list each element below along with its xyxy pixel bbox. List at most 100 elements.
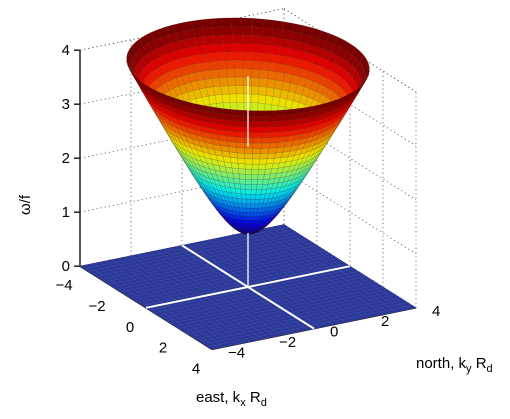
surface-patch [252, 148, 261, 154]
surface-patch [223, 43, 234, 53]
surface-patch [264, 95, 274, 105]
surface-patch [235, 188, 242, 195]
surface-patch [221, 26, 233, 36]
surface-patch [251, 169, 259, 175]
surface-patch [236, 152, 246, 159]
surface-patch [249, 216, 254, 221]
surface-patch [246, 216, 250, 221]
surface-patch [203, 35, 215, 46]
surface-patch [212, 35, 224, 45]
z-tick-label: 4 [62, 42, 70, 59]
surface-patch [268, 142, 279, 149]
surface-patch [211, 26, 223, 36]
surface-patch [260, 148, 270, 154]
surface-patch [234, 131, 245, 138]
surface-patch [258, 86, 267, 96]
surface-patch [339, 58, 349, 71]
surface-patch [254, 198, 261, 204]
surface-patch [271, 126, 282, 133]
surface-patch [234, 183, 241, 190]
surface-patch [222, 34, 234, 44]
surface-patch [258, 77, 268, 88]
surface-patch [250, 184, 258, 190]
surface-patch [251, 77, 260, 87]
surface-patch [252, 18, 264, 28]
x-tick-label: 2 [159, 340, 167, 357]
surface-patch [266, 78, 276, 89]
surface-patch [260, 142, 270, 149]
surface-patch [233, 114, 245, 122]
surface-patch [249, 223, 253, 228]
surface-patch [221, 93, 231, 103]
surface-patch [290, 74, 300, 86]
surface-patch [237, 202, 243, 208]
surface-patch [246, 212, 251, 217]
surface-patch [340, 39, 351, 52]
y-tick-label: 2 [381, 313, 389, 330]
surface-patch [200, 18, 213, 29]
x-tick-label: 0 [126, 319, 134, 336]
surface-patch [227, 85, 237, 95]
surface-patch [334, 95, 346, 106]
surface-patch [235, 77, 244, 86]
surface-patch [258, 158, 268, 165]
surface-patch [270, 131, 281, 138]
surface-patch [258, 163, 267, 170]
surface-patch [245, 174, 252, 180]
surface-patch [251, 174, 259, 180]
surface-patch [273, 115, 285, 122]
surface-patch [256, 179, 264, 185]
surface-patch [246, 203, 251, 209]
surface-patch [271, 28, 283, 39]
surface-patch [311, 103, 323, 112]
surface-patch [306, 70, 317, 82]
surface-patch [202, 27, 214, 37]
surface-patch [241, 17, 253, 28]
surface-patch [263, 115, 275, 122]
z-tick-label: 3 [62, 96, 70, 113]
surface-patch [236, 93, 245, 103]
surface-patch [222, 108, 234, 116]
surface-patch [229, 157, 239, 164]
surface-patch [245, 198, 251, 204]
y-tick-label: 4 [432, 303, 440, 320]
surface-patch [228, 93, 238, 103]
surface-patch [232, 43, 243, 53]
surface-patch [250, 198, 256, 204]
surface-patch [255, 194, 261, 200]
surface-patch [272, 120, 284, 127]
surface-patch [327, 98, 339, 108]
surface-patch [262, 126, 273, 133]
surface-patch [251, 52, 262, 62]
surface-patch [242, 51, 252, 61]
surface-patch [241, 198, 247, 204]
surface-patch [219, 77, 229, 87]
surface-patch [214, 43, 225, 53]
surface-patch [233, 120, 245, 127]
surface-patch [346, 43, 356, 56]
surface-patch [269, 45, 281, 56]
grid-line [79, 116, 285, 159]
surface-patch [269, 136, 280, 144]
surface-patch [236, 102, 245, 111]
surface-patch [249, 208, 255, 213]
surface-patch [242, 43, 253, 53]
surface-patch [243, 115, 255, 122]
surface-patch [229, 151, 238, 159]
surface-patch [257, 94, 266, 104]
surface-patch [242, 68, 252, 78]
surface-patch [259, 69, 269, 80]
surface-patch [251, 158, 260, 165]
surface-patch [253, 207, 259, 213]
grid-line [79, 8, 285, 51]
surface-patch [265, 87, 275, 97]
surface-patch [319, 101, 332, 110]
surface-patch [250, 194, 256, 200]
x-axis-label: east, kx Rd [196, 389, 267, 409]
surface-patch [356, 76, 362, 89]
surface-patch [299, 68, 310, 80]
surface-patch [225, 60, 235, 70]
y-tick-label: −2 [279, 334, 296, 351]
surface-patch [231, 26, 243, 36]
